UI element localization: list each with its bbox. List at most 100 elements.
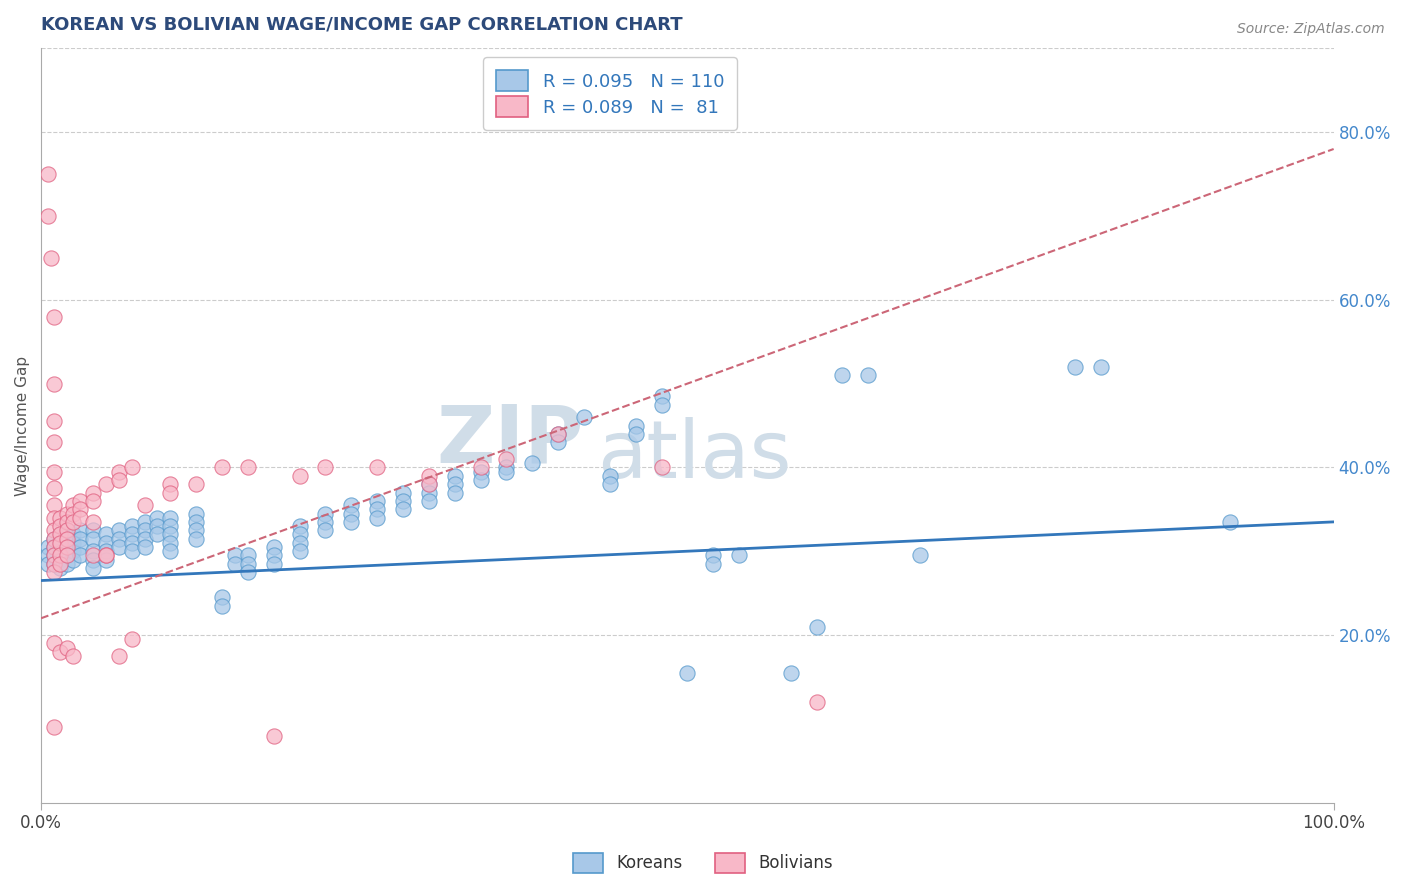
Text: atlas: atlas bbox=[598, 417, 792, 495]
Point bbox=[56, 557, 79, 571]
Point bbox=[651, 389, 673, 403]
Point bbox=[224, 557, 246, 571]
Point bbox=[314, 515, 336, 529]
Point bbox=[42, 310, 65, 324]
Point bbox=[676, 665, 699, 680]
Point bbox=[69, 523, 91, 537]
Point bbox=[56, 540, 79, 554]
Point bbox=[236, 549, 259, 563]
Point bbox=[42, 510, 65, 524]
Point bbox=[159, 485, 181, 500]
Point bbox=[159, 519, 181, 533]
Point bbox=[314, 507, 336, 521]
Point bbox=[62, 536, 84, 550]
Point bbox=[134, 540, 156, 554]
Point bbox=[56, 515, 79, 529]
Point bbox=[56, 523, 79, 537]
Point bbox=[495, 465, 517, 479]
Point bbox=[82, 544, 104, 558]
Point bbox=[42, 435, 65, 450]
Point bbox=[42, 532, 65, 546]
Point bbox=[107, 532, 129, 546]
Point bbox=[547, 426, 569, 441]
Point bbox=[121, 460, 143, 475]
Point bbox=[547, 426, 569, 441]
Point bbox=[522, 456, 544, 470]
Point bbox=[56, 532, 79, 546]
Point bbox=[572, 410, 595, 425]
Point bbox=[211, 599, 233, 613]
Point bbox=[37, 557, 59, 571]
Point bbox=[186, 515, 208, 529]
Point bbox=[82, 494, 104, 508]
Point bbox=[314, 523, 336, 537]
Point bbox=[62, 648, 84, 663]
Point bbox=[56, 549, 79, 563]
Point bbox=[42, 540, 65, 554]
Point bbox=[42, 465, 65, 479]
Point bbox=[42, 557, 65, 571]
Point bbox=[806, 619, 828, 633]
Point bbox=[146, 519, 169, 533]
Point bbox=[288, 527, 311, 541]
Point bbox=[94, 536, 117, 550]
Point bbox=[186, 507, 208, 521]
Point bbox=[599, 477, 621, 491]
Point bbox=[599, 468, 621, 483]
Point bbox=[263, 729, 285, 743]
Point bbox=[62, 527, 84, 541]
Point bbox=[107, 523, 129, 537]
Point bbox=[263, 557, 285, 571]
Point bbox=[82, 532, 104, 546]
Point bbox=[392, 494, 415, 508]
Point bbox=[49, 557, 72, 571]
Point bbox=[495, 452, 517, 467]
Point bbox=[908, 549, 931, 563]
Point bbox=[340, 507, 363, 521]
Point bbox=[56, 640, 79, 655]
Point bbox=[858, 368, 880, 383]
Point bbox=[42, 540, 65, 554]
Point bbox=[418, 477, 440, 491]
Point bbox=[236, 565, 259, 579]
Point bbox=[69, 510, 91, 524]
Point bbox=[56, 549, 79, 563]
Point bbox=[107, 540, 129, 554]
Point bbox=[69, 549, 91, 563]
Point bbox=[42, 549, 65, 563]
Point bbox=[107, 648, 129, 663]
Point bbox=[134, 523, 156, 537]
Point bbox=[49, 527, 72, 541]
Point bbox=[186, 477, 208, 491]
Point bbox=[37, 549, 59, 563]
Point bbox=[62, 552, 84, 566]
Point bbox=[134, 532, 156, 546]
Point bbox=[651, 460, 673, 475]
Point bbox=[366, 510, 388, 524]
Point bbox=[236, 557, 259, 571]
Point bbox=[82, 485, 104, 500]
Point bbox=[49, 645, 72, 659]
Point bbox=[392, 502, 415, 516]
Point bbox=[134, 498, 156, 512]
Point bbox=[224, 549, 246, 563]
Point bbox=[82, 552, 104, 566]
Point bbox=[94, 527, 117, 541]
Point bbox=[366, 502, 388, 516]
Legend: Koreans, Bolivians: Koreans, Bolivians bbox=[565, 847, 841, 880]
Point bbox=[94, 549, 117, 563]
Point bbox=[1090, 359, 1112, 374]
Point bbox=[107, 473, 129, 487]
Point bbox=[1064, 359, 1087, 374]
Point bbox=[418, 477, 440, 491]
Point bbox=[107, 465, 129, 479]
Point bbox=[42, 557, 65, 571]
Point bbox=[624, 426, 647, 441]
Point bbox=[443, 468, 465, 483]
Point bbox=[42, 636, 65, 650]
Point bbox=[49, 549, 72, 563]
Point bbox=[418, 468, 440, 483]
Point bbox=[56, 532, 79, 546]
Point bbox=[56, 523, 79, 537]
Point bbox=[314, 460, 336, 475]
